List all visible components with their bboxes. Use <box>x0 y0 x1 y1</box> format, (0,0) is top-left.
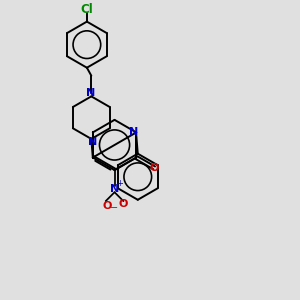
Text: N: N <box>85 88 95 98</box>
Text: −: − <box>110 203 118 214</box>
Text: +: + <box>116 179 123 188</box>
Text: N: N <box>88 137 97 148</box>
Text: N: N <box>129 128 139 137</box>
Text: Cl: Cl <box>80 3 93 16</box>
Text: O: O <box>149 163 159 173</box>
Text: N: N <box>110 184 119 194</box>
Text: O: O <box>103 200 112 211</box>
Text: O: O <box>119 199 128 209</box>
